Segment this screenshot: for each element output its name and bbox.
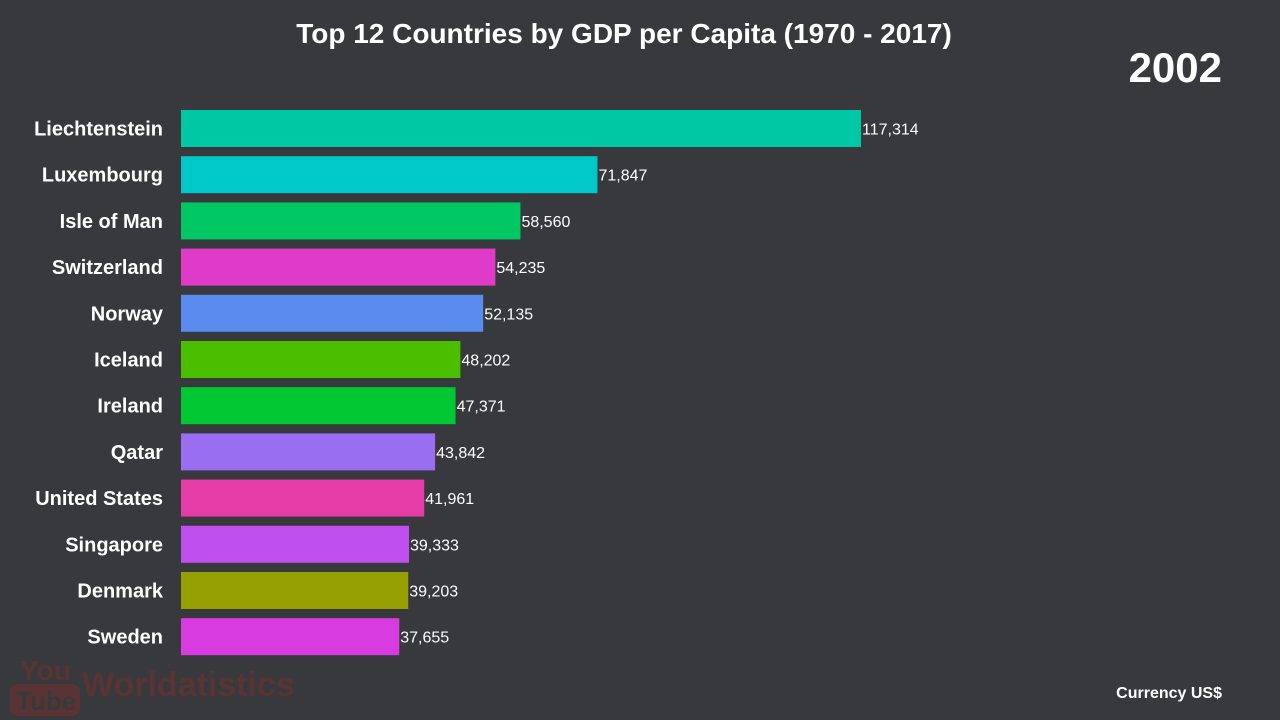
value-label: 41,961 xyxy=(425,491,474,508)
bar xyxy=(181,618,400,656)
value-label: 43,842 xyxy=(436,445,485,462)
category-label: Luxembourg xyxy=(42,165,163,187)
value-label: 48,202 xyxy=(461,353,510,370)
watermark-logo: You Tube Worldatistics xyxy=(10,655,295,716)
value-label: 52,135 xyxy=(484,306,533,323)
currency-note: Currency US$ xyxy=(1116,685,1222,702)
category-label: Sweden xyxy=(87,627,163,649)
value-label: 54,235 xyxy=(496,260,545,277)
category-label: Norway xyxy=(91,303,164,325)
category-label: Isle of Man xyxy=(60,211,163,233)
bar xyxy=(181,572,409,609)
value-label: 58,560 xyxy=(521,214,570,231)
bar xyxy=(181,110,861,147)
svg-text:You: You xyxy=(20,655,71,686)
bar xyxy=(181,433,436,471)
chart-title: Top 12 Countries by GDP per Capita (1970… xyxy=(296,18,952,49)
bar xyxy=(181,294,484,332)
value-label: 39,203 xyxy=(409,584,458,601)
bar xyxy=(181,479,425,517)
svg-text:Tube: Tube xyxy=(16,686,76,716)
value-label: 37,655 xyxy=(400,630,449,647)
category-label: Qatar xyxy=(111,442,163,464)
svg-text:Worldatistics: Worldatistics xyxy=(82,666,295,704)
bar xyxy=(181,248,496,286)
bar xyxy=(181,202,521,240)
bar xyxy=(181,387,456,425)
bar xyxy=(181,156,598,194)
category-label: Denmark xyxy=(77,581,163,603)
bar xyxy=(181,525,409,563)
category-label: Iceland xyxy=(94,350,163,372)
value-label: 117,314 xyxy=(862,122,919,139)
value-label: 71,847 xyxy=(598,168,647,185)
year-label: 2002 xyxy=(1128,44,1222,91)
category-label: Switzerland xyxy=(52,257,163,279)
category-label: Ireland xyxy=(97,396,163,418)
value-label: 39,333 xyxy=(410,537,459,554)
category-label: Singapore xyxy=(65,534,163,556)
value-label: 47,371 xyxy=(457,399,506,416)
category-label: United States xyxy=(35,488,163,510)
category-label: Liechtenstein xyxy=(34,119,163,141)
bar xyxy=(181,341,461,378)
